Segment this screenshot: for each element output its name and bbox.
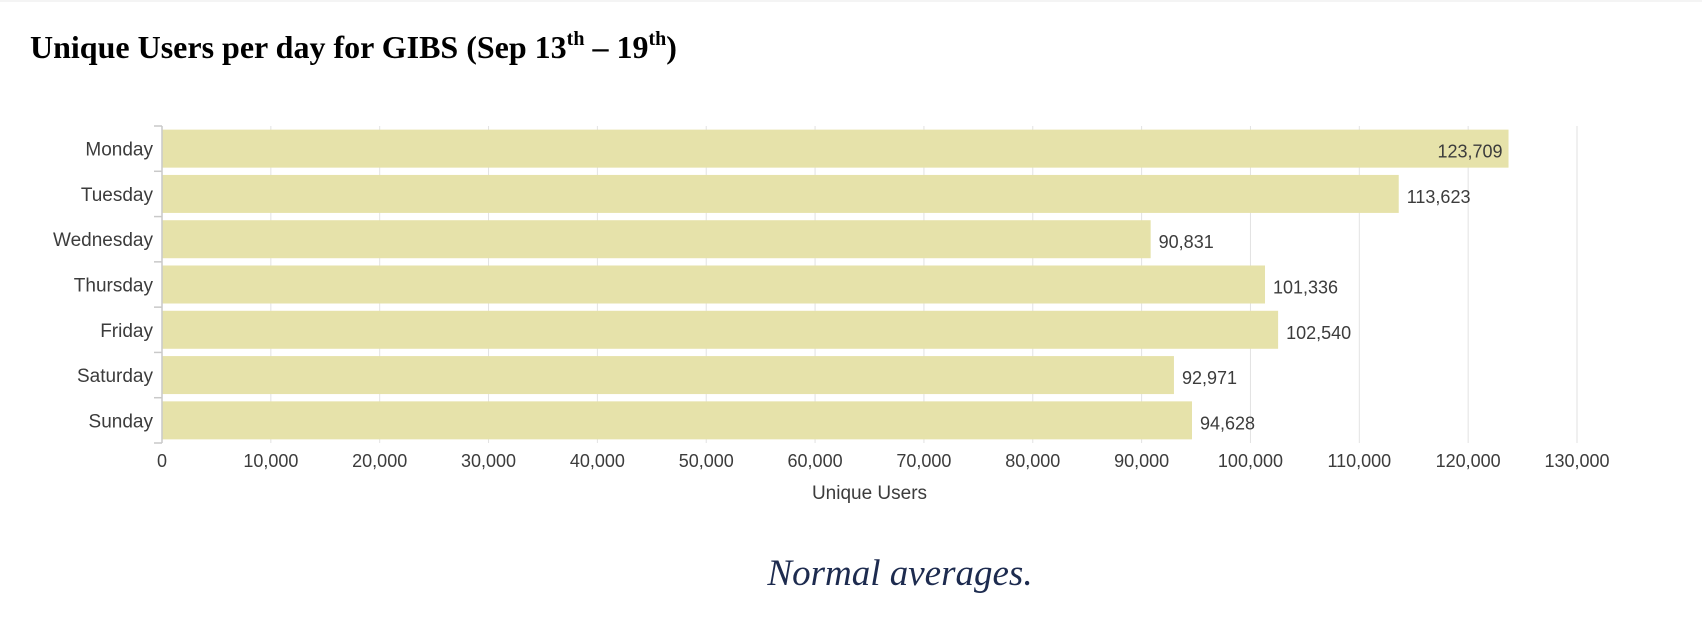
y-tick-label: Saturday [77,366,154,387]
x-tick-label: 60,000 [788,451,843,471]
x-tick-label: 100,000 [1218,451,1283,471]
x-tick-label: 20,000 [352,451,407,471]
x-tick-label: 80,000 [1005,451,1060,471]
bar-saturday [162,356,1174,395]
data-label: 92,971 [1182,368,1237,388]
bar-chart: Monday Tuesday Wednesday Thursday Friday Satu… [53,125,1610,504]
chart-caption: Normal averages. [767,553,1033,594]
x-tick-label: 110,000 [1327,451,1391,471]
data-label: 101,336 [1273,278,1338,298]
y-tick-label: Sunday [89,411,154,432]
bar-friday [162,310,1279,349]
x-tick-label: 90,000 [1114,451,1169,471]
y-tick-label: Tuesday [81,185,154,206]
bar-thursday [162,265,1266,304]
title-superscript-2: th [648,28,667,50]
x-tick-label: 30,000 [461,451,516,471]
data-label: 94,628 [1200,413,1255,433]
x-tick-label: 120,000 [1436,451,1501,471]
y-tick-label: Monday [85,140,153,161]
data-label: 90,831 [1159,232,1214,252]
chart-title: Unique Users per day for GIBS (Sep 13th … [30,27,677,67]
y-tick-label: Friday [100,321,153,342]
title-middle: – 19 [584,29,649,65]
title-suffix: ) [666,29,677,65]
x-tick-label: 70,000 [896,451,951,471]
title-superscript-1: th [566,28,585,50]
bar-sunday [162,401,1192,440]
x-tick-label: 40,000 [570,451,625,471]
x-tick-label: 50,000 [679,451,734,471]
y-tick-label: Wednesday [53,230,153,251]
data-label: 113,623 [1407,187,1471,207]
title-prefix: Unique Users per day for GIBS (Sep 13 [30,29,567,65]
data-label: 102,540 [1286,323,1351,343]
bar-wednesday [162,220,1151,259]
y-tick-label: Thursday [74,276,154,297]
bar-tuesday [162,174,1399,213]
x-tick-label: 0 [157,451,167,471]
x-tick-label: 130,000 [1544,451,1609,471]
data-label: 123,709 [1437,142,1502,162]
top-divider [0,0,1702,2]
x-tick-label: 10,000 [243,451,298,471]
x-axis-label: Unique Users [812,483,927,504]
bar-monday [162,129,1509,168]
